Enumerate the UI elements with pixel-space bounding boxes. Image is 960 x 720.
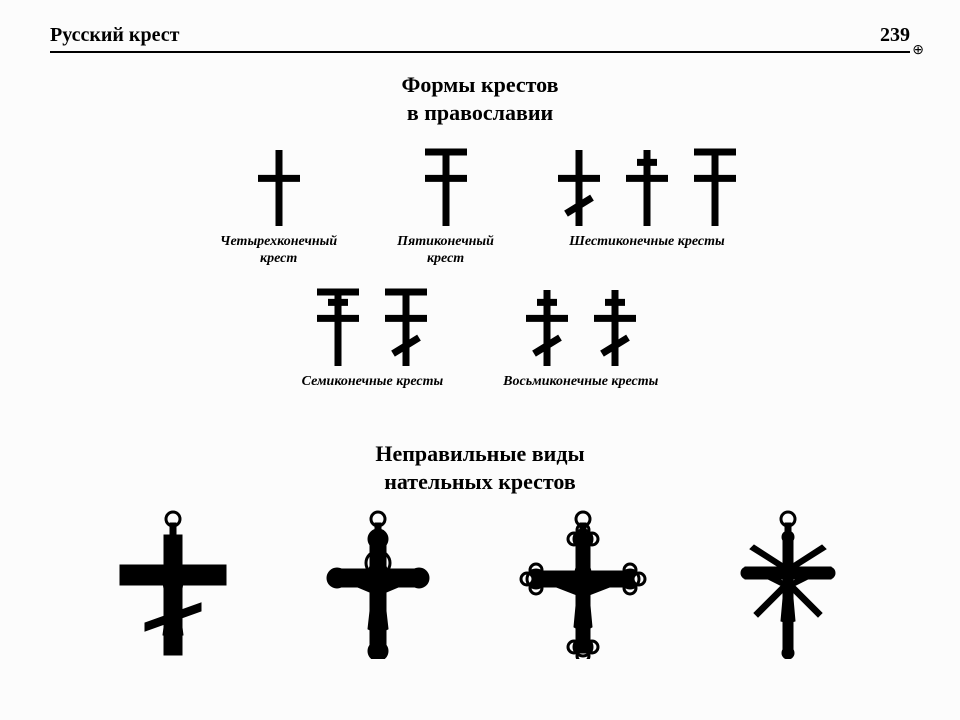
crucifix-icon xyxy=(723,509,853,659)
cross-group-icons xyxy=(554,142,740,228)
cross-group-icons xyxy=(254,142,304,228)
cross-icon xyxy=(313,288,363,368)
cross-icon xyxy=(554,148,604,228)
cross-group-icons xyxy=(421,142,471,228)
cross-group: Восьмиконечные кресты xyxy=(503,282,658,391)
cross-icon xyxy=(522,288,572,368)
cross-group: Пятиконечныйкрест xyxy=(397,142,494,268)
cross-group-caption: Пятиконечныйкрест xyxy=(397,234,494,268)
cross-row-1: Четырехконечныйкрест Пятиконечныйкрест Шес… xyxy=(50,142,910,268)
cross-group-caption: Шестиконечные кресты xyxy=(569,234,725,251)
cross-icon xyxy=(254,148,304,228)
cross-group-caption: Восьмиконечные кресты xyxy=(503,374,658,391)
section-2-title-line1: Неправильные виды xyxy=(375,441,584,466)
cross-icon xyxy=(421,148,471,228)
page-number: 239 xyxy=(880,24,910,47)
header-ornament-icon: ⊕ xyxy=(912,42,924,59)
cross-group-icons xyxy=(313,282,431,368)
cross-group-caption: Четырехконечныйкрест xyxy=(220,234,337,268)
section-1-title: Формы крестов в православии xyxy=(50,71,910,126)
cross-icon xyxy=(381,288,431,368)
page: Русский крест 239 ⊕ Формы крестов в прав… xyxy=(0,0,960,720)
cross-icon xyxy=(590,288,640,368)
cross-group: Шестиконечные кресты xyxy=(554,142,740,268)
cross-group: Семиконечные кресты xyxy=(302,282,444,391)
section-1-title-line2: в православии xyxy=(407,100,553,125)
crucifix-row xyxy=(50,509,910,659)
cross-row-2: Семиконечные кресты Восьмиконечные кресты xyxy=(50,282,910,391)
book-title: Русский крест xyxy=(50,24,179,47)
cross-group: Четырехконечныйкрест xyxy=(220,142,337,268)
crucifix-icon xyxy=(313,509,443,659)
crucifix-icon xyxy=(108,509,238,659)
cross-icon xyxy=(690,148,740,228)
cross-icon xyxy=(622,148,672,228)
page-header: Русский крест 239 ⊕ xyxy=(50,24,910,53)
cross-group-icons xyxy=(522,282,640,368)
cross-group-caption: Семиконечные кресты xyxy=(302,374,444,391)
section-1-title-line1: Формы крестов xyxy=(401,72,558,97)
crucifix-icon xyxy=(518,509,648,659)
section-2-title: Неправильные виды нательных крестов xyxy=(50,440,910,495)
section-2-title-line2: нательных крестов xyxy=(384,469,576,494)
